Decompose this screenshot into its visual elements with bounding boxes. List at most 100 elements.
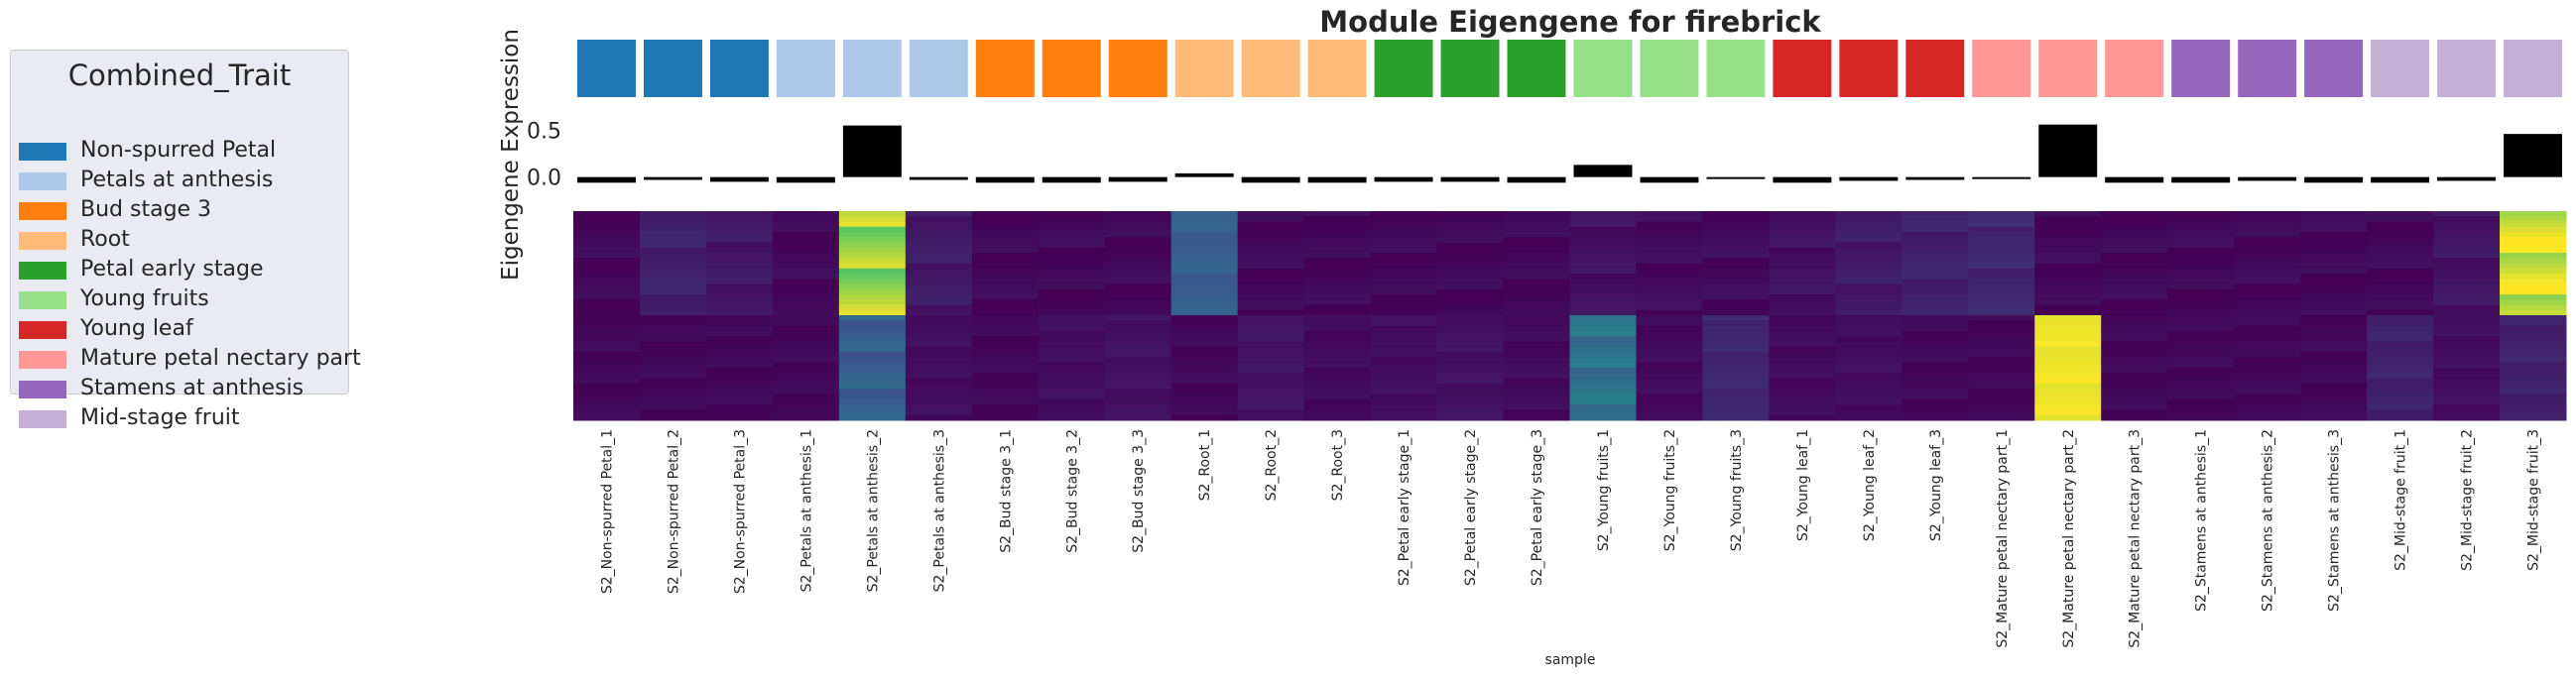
heatmap-cell [2167,288,2235,295]
heatmap-cell [1569,378,1637,385]
heatmap-cell [2300,357,2368,364]
heatmap-cell [1835,237,1902,243]
expression-heatmap [573,211,2567,421]
heatmap-cell [1436,315,1505,321]
heatmap-cell [2500,404,2567,410]
heatmap-cell [1569,389,1637,395]
heatmap-cell [1370,263,1438,270]
heatmap-cell [2500,242,2567,249]
heatmap-cell [2034,346,2102,353]
heatmap-cell [1038,309,1106,316]
heatmap-cell [2167,247,2235,254]
heatmap-cell [2167,279,2235,284]
heatmap-cell [1901,237,1969,243]
heatmap-cell [573,258,641,264]
heatmap-cell [1038,216,1106,222]
heatmap-cell [1901,232,1969,238]
heatmap-cell [1038,315,1106,321]
heatmap-cell [1170,352,1239,358]
heatmap-cell [1636,226,1703,233]
heatmap-cell [1104,341,1172,348]
eigengene-bar [1507,176,1566,183]
heatmap-cell [1104,394,1172,400]
heatmap-cell [2367,274,2434,280]
heatmap-cell [1835,352,1902,358]
heatmap-cell [2500,389,2567,395]
heatmap-cell [2367,221,2434,228]
heatmap-cell [1038,274,1106,280]
heatmap-cell [1303,221,1372,228]
heatmap-cell [1170,232,1239,238]
heatmap-cell [1569,299,1637,305]
heatmap-cell [1038,211,1106,217]
heatmap-cell [2234,373,2301,380]
heatmap-cell [2367,263,2434,270]
heatmap-cell [1303,409,1372,416]
heatmap-cell [1636,299,1703,305]
heatmap-cell [1237,268,1305,275]
heatmap-cell [2300,398,2368,405]
heatmap-cell [1104,237,1172,243]
heatmap-cell [1436,258,1505,264]
heatmap-cell [1237,304,1305,311]
heatmap-cell [1901,394,1969,400]
heatmap-cell [1237,404,1305,410]
sample-tick-label: S2_Mid-stage fruit_3 [2526,429,2542,571]
heatmap-cell [2034,216,2102,222]
heatmap-cell [1170,346,1239,353]
trait-color-cell [1706,40,1766,97]
heatmap-cell [1769,247,1836,254]
heatmap-cell [1835,320,1902,327]
heatmap-cell [1569,247,1637,254]
heatmap-cell [1702,279,1770,284]
heatmap-cell [2367,279,2434,284]
heatmap-cell [1569,315,1637,321]
heatmap-cell [1835,274,1902,280]
heatmap-cell [2300,346,2368,353]
heatmap-cell [1702,378,1770,385]
heatmap-cell [1303,389,1372,395]
heatmap-cell [2500,309,2567,316]
heatmap-cell [2367,283,2434,290]
sample-tick-label: S2_Young leaf_2 [1862,429,1878,541]
heatmap-cell [2167,352,2235,358]
heatmap-cell [1303,211,1372,217]
heatmap-cell [1901,279,1969,284]
heatmap-cell [705,325,774,332]
heatmap-cell [2101,221,2168,228]
heatmap-cell [772,299,840,305]
heatmap-cell [2234,242,2301,249]
heatmap-cell [905,258,973,264]
heatmap-cell [2500,362,2567,369]
heatmap-cell [705,309,774,316]
heatmap-cell [1835,325,1902,332]
heatmap-cell [2367,253,2434,259]
heatmap-cell [1569,226,1637,233]
heatmap-cell [1104,294,1172,300]
heatmap-cell [1968,304,2035,311]
heatmap-cell [573,247,641,254]
heatmap-cell [2234,309,2301,316]
heatmap-cell [639,304,707,311]
legend-swatch [19,321,66,339]
heatmap-cell [573,409,641,416]
heatmap-cell [1702,274,1770,280]
heatmap-cell [772,362,840,369]
eigengene-bar [1640,176,1699,183]
heatmap-cell [905,274,973,280]
heatmap-cell [772,283,840,290]
heatmap-cell [905,352,973,358]
heatmap-cell [1370,357,1438,364]
sample-tick-label: S2_Petals at anthesis_1 [798,429,814,592]
heatmap-cell [1104,232,1172,238]
heatmap-cell [1769,299,1836,305]
heatmap-cell [2367,242,2434,249]
heatmap-cell [639,216,707,222]
heatmap-cell [1702,357,1770,364]
trait-color-cell [776,40,835,97]
heatmap-cell [1038,394,1106,400]
heatmap-cell [1636,242,1703,249]
heatmap-cell [2234,409,2301,416]
heatmap-cell [639,373,707,380]
eigengene-bar [1108,176,1167,182]
